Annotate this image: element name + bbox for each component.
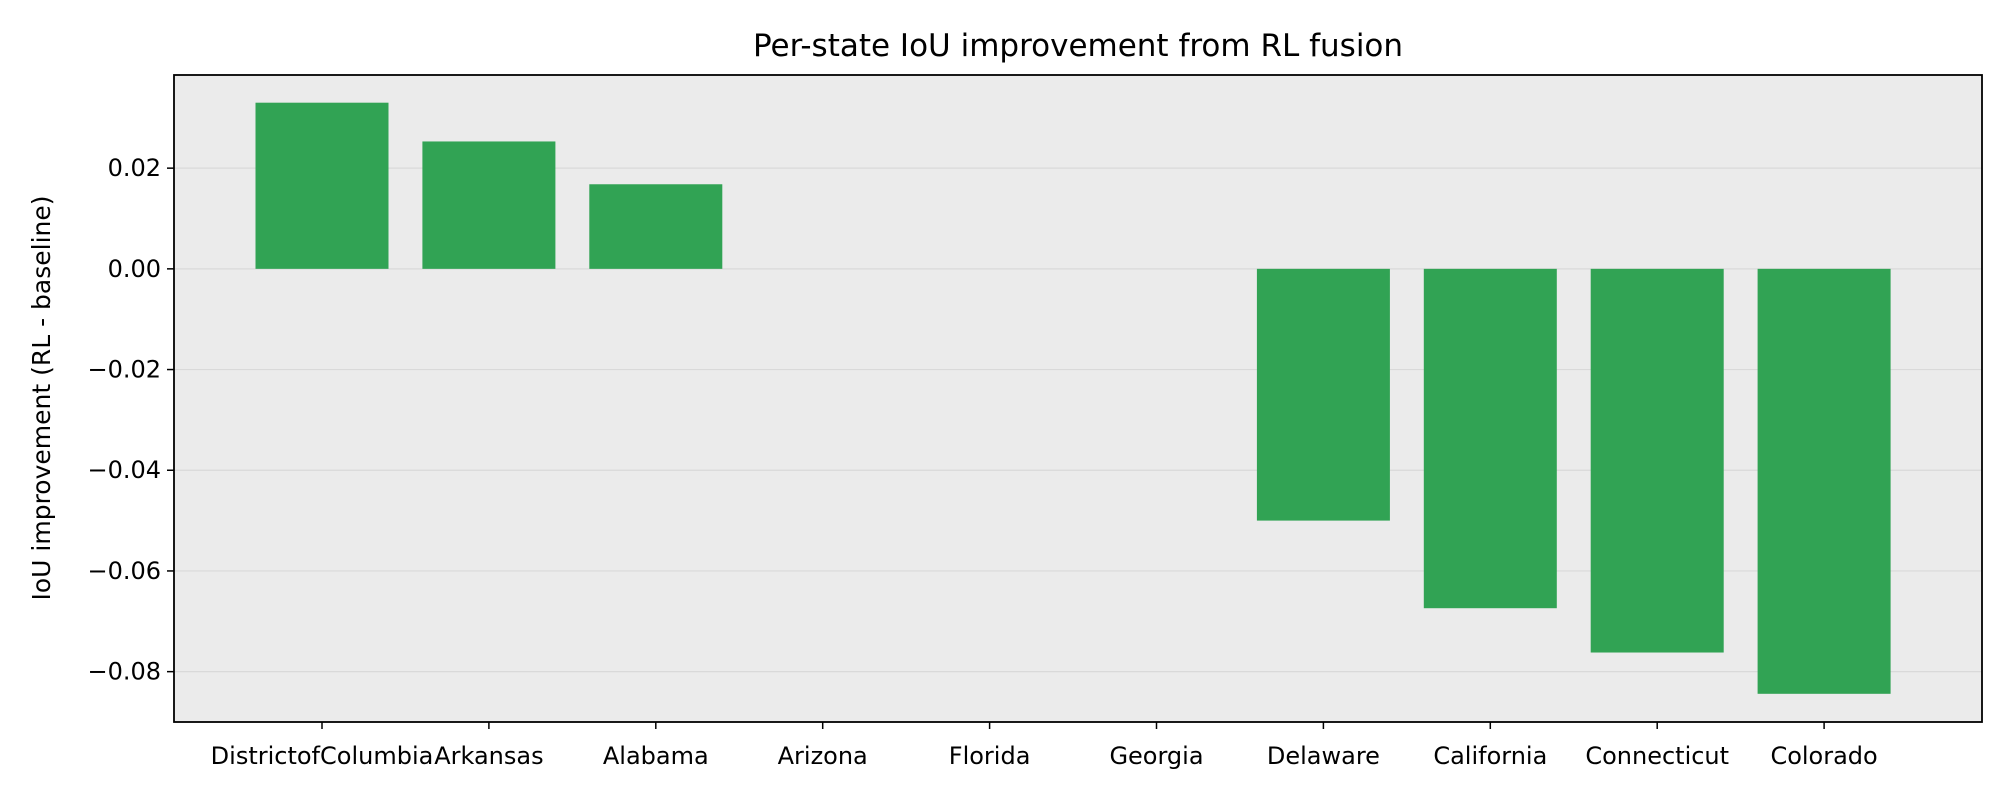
y-tick-label: −0.06 bbox=[87, 557, 161, 585]
y-axis-label: IoU improvement (RL - baseline) bbox=[27, 195, 56, 600]
x-tick-label: Arkansas bbox=[434, 742, 543, 770]
x-tick-label: Alabama bbox=[603, 742, 709, 770]
axis-ticks: 0.02 0.00 −0.02 −0.04 −0.06 −0.08 DistrictofCo… bbox=[87, 154, 1877, 770]
x-tick-label: California bbox=[1433, 742, 1547, 770]
bar-connecticut bbox=[1590, 268, 1724, 653]
bars bbox=[255, 102, 1891, 694]
bar-arkansas bbox=[422, 141, 556, 269]
bar-delaware bbox=[1256, 268, 1390, 521]
bar-colorado bbox=[1757, 268, 1891, 694]
x-tick-label: DistrictofColumbia bbox=[211, 742, 434, 770]
y-tick-label: −0.04 bbox=[87, 456, 161, 484]
bar-districtofcolumbia bbox=[255, 102, 389, 269]
y-tick-label: 0.02 bbox=[108, 154, 161, 182]
chart-title: Per-state IoU improvement from RL fusion bbox=[753, 28, 1403, 64]
bar-california bbox=[1423, 268, 1557, 609]
x-tick-label: Colorado bbox=[1770, 742, 1877, 770]
x-tick-label: Connecticut bbox=[1585, 742, 1729, 770]
x-tick-label: Arizona bbox=[778, 742, 868, 770]
x-tick-label: Georgia bbox=[1109, 742, 1203, 770]
y-tick-label: 0.00 bbox=[108, 255, 161, 283]
x-tick-label: Florida bbox=[949, 742, 1031, 770]
x-tick-label: Delaware bbox=[1267, 742, 1380, 770]
plot-frame bbox=[173, 74, 1983, 723]
y-tick-label: −0.02 bbox=[87, 356, 161, 384]
bar-alabama bbox=[589, 184, 723, 269]
y-tick-label: −0.08 bbox=[87, 658, 161, 686]
